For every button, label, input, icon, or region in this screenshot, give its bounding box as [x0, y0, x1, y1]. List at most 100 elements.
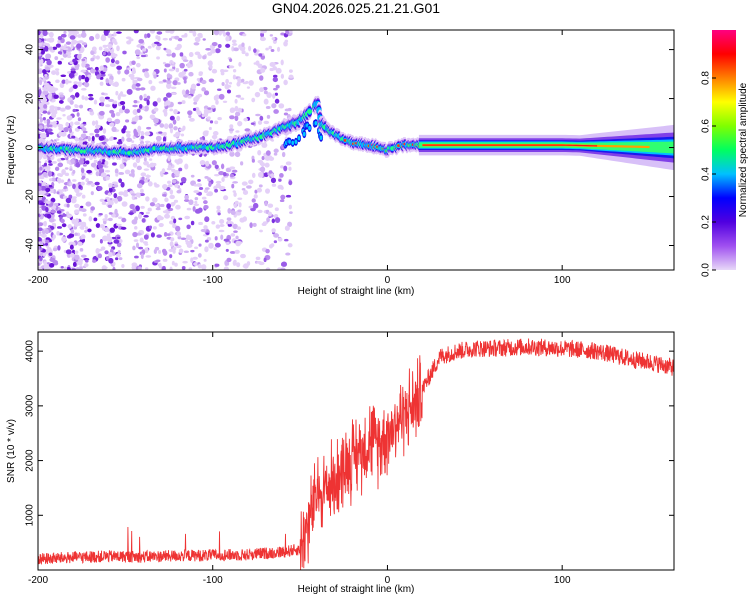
- heatmap-noise-blob: [60, 179, 65, 183]
- heatmap-marks: [38, 30, 674, 270]
- heatmap-noise-blob: [66, 214, 73, 218]
- heatmap-noise-blob: [270, 62, 276, 67]
- heatmap-noise-blob: [190, 83, 197, 90]
- heatmap-noise-blob: [77, 241, 83, 246]
- heatmap-noise-blob: [208, 242, 214, 249]
- heatmap-noise-blob: [136, 77, 143, 82]
- heatmap-noise-blob: [202, 38, 206, 41]
- heatmap-noise-blob: [146, 33, 151, 38]
- heatmap-noise-blob: [84, 229, 88, 233]
- heatmap-noise-blob: [40, 96, 47, 100]
- heatmap-noise-blob: [193, 262, 199, 266]
- heatmap-noise-blob: [215, 224, 221, 229]
- heatmap-noise-blob: [154, 203, 159, 207]
- heatmap-noise-blob: [135, 83, 141, 87]
- heatmap-noise-blob: [86, 67, 92, 71]
- heatmap-noise-blob: [248, 45, 252, 52]
- heatmap-noise-blob: [218, 171, 225, 176]
- heatmap-noise-blob: [203, 108, 208, 114]
- heatmap-noise-blob: [92, 259, 97, 263]
- heatmap-noise-blob: [132, 245, 136, 251]
- heatmap-noise-blob: [112, 100, 118, 105]
- heatmap-noise-blob: [159, 203, 165, 208]
- heatmap-noise-blob: [197, 263, 202, 269]
- colorbar-tick-label: 0.0: [701, 263, 712, 277]
- heatmap-noise-blob: [98, 135, 105, 141]
- heatmap-noise-blob: [171, 179, 177, 184]
- heatmap-noise-blob: [79, 137, 83, 141]
- heatmap-noise-blob: [144, 140, 151, 144]
- heatmap-noise-blob: [69, 244, 74, 250]
- heatmap-noise-blob: [54, 166, 60, 171]
- heatmap-noise-blob: [66, 115, 73, 121]
- heatmap-x-tick-label: 0: [385, 275, 391, 286]
- heatmap-noise-blob: [54, 106, 58, 112]
- heatmap-noise-blob: [166, 79, 172, 85]
- heatmap-noise-blob: [176, 231, 182, 237]
- heatmap-noise-blob: [201, 196, 207, 200]
- heatmap-noise-blob: [198, 73, 203, 76]
- heatmap-noise-blob: [265, 188, 271, 194]
- heatmap-noise-blob: [244, 128, 251, 132]
- heatmap-noise-blob: [226, 257, 232, 263]
- heatmap-noise-blob: [217, 212, 221, 216]
- heatmap-noise-blob: [274, 98, 280, 104]
- heatmap-noise-blob: [142, 107, 146, 111]
- heatmap-noise-blob: [200, 228, 207, 233]
- heatmap-noise-blob: [103, 164, 107, 168]
- heatmap-noise-blob: [250, 207, 256, 212]
- heatmap-noise-blob: [164, 63, 171, 68]
- heatmap-noise-blob: [84, 81, 90, 88]
- heatmap-noise-blob: [268, 45, 273, 50]
- heatmap-noise-blob: [283, 238, 289, 242]
- heatmap-noise-blob: [230, 210, 236, 216]
- heatmap-noise-blob: [48, 252, 53, 257]
- heatmap-noise-blob: [128, 212, 135, 215]
- heatmap-noise-blob: [288, 69, 293, 73]
- heatmap-noise-blob: [270, 48, 275, 52]
- heatmap-noise-blob: [45, 53, 52, 60]
- heatmap-noise-blob: [61, 213, 68, 217]
- heatmap-noise-blob: [218, 185, 225, 191]
- heatmap-noise-blob: [38, 185, 42, 192]
- heatmap-noise-blob: [132, 162, 138, 168]
- heatmap-noise-blob: [234, 111, 241, 117]
- heatmap-noise-blob: [101, 172, 107, 177]
- chart-title: GN04.2026.025.21.21.G01: [272, 0, 440, 16]
- heatmap-noise-blob: [95, 133, 100, 138]
- heatmap-noise-blob: [39, 117, 44, 123]
- heatmap-noise-blob: [142, 68, 146, 73]
- heatmap-noise-blob: [73, 81, 79, 85]
- heatmap-noise-blob: [131, 172, 135, 178]
- heatmap-noise-blob: [104, 213, 108, 219]
- heatmap-noise-blob: [170, 202, 175, 207]
- heatmap-noise-blob: [121, 128, 126, 134]
- heatmap-noise-blob: [74, 40, 81, 44]
- heatmap-noise-blob: [283, 165, 288, 172]
- heatmap-noise-blob: [172, 80, 178, 86]
- heatmap-noise-blob: [140, 130, 145, 137]
- heatmap-noise-blob: [199, 35, 203, 38]
- heatmap-noise-blob: [44, 228, 49, 235]
- heatmap-noise-blob: [58, 100, 64, 104]
- heatmap-noise-blob: [267, 211, 273, 217]
- heatmap-noise-blob: [78, 159, 85, 165]
- heatmap-noise-blob: [237, 209, 242, 213]
- heatmap-noise-blob: [108, 137, 114, 142]
- heatmap-noise-blob: [149, 114, 156, 120]
- heatmap-noise-blob: [232, 43, 238, 46]
- heatmap-noise-blob: [102, 44, 108, 48]
- heatmap-noise-blob: [80, 32, 87, 38]
- heatmap-noise-blob: [246, 185, 252, 189]
- heatmap-noise-blob: [115, 223, 122, 227]
- heatmap-noise-blob: [81, 58, 86, 62]
- heatmap-ridge-blob: [297, 136, 301, 141]
- heatmap-noise-blob: [163, 131, 167, 136]
- heatmap-noise-blob: [140, 188, 144, 194]
- heatmap-noise-blob: [150, 85, 156, 91]
- heatmap-noise-blob: [280, 59, 284, 66]
- heatmap-noise-blob: [79, 124, 84, 127]
- heatmap-noise-blob: [207, 107, 212, 110]
- heatmap-noise-blob: [218, 229, 225, 233]
- heatmap-noise-blob: [169, 127, 174, 134]
